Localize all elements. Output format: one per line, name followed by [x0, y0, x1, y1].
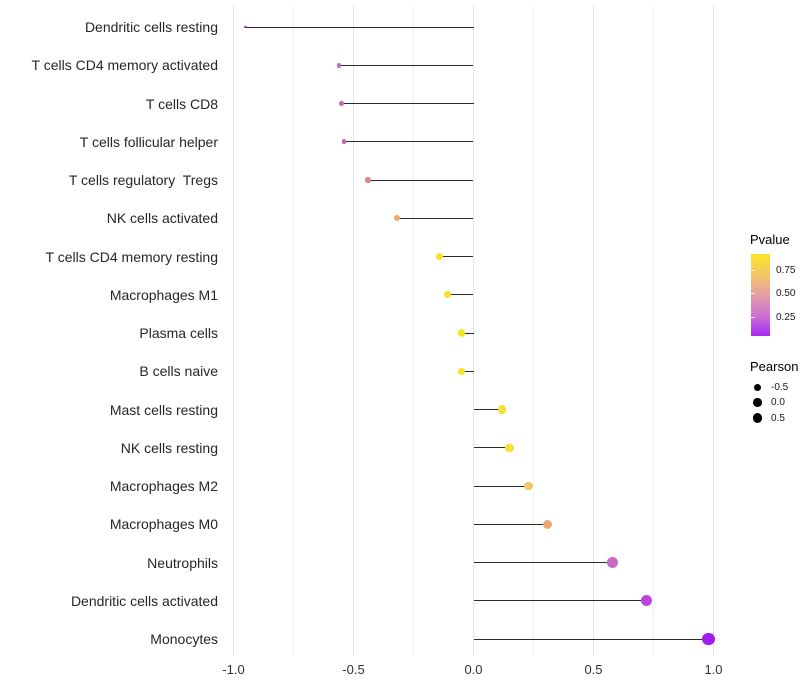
- x-axis-tick-label: 1.0: [704, 662, 723, 677]
- lollipop-dot: [505, 443, 514, 452]
- lollipop-stem: [473, 447, 510, 449]
- lollipop-dot: [365, 177, 371, 183]
- lollipop-stem: [396, 217, 474, 219]
- lollipop-dot: [524, 481, 534, 491]
- y-axis-label: Dendritic cells activated: [70, 592, 218, 609]
- lollipop-stem: [461, 332, 474, 334]
- lollipop-dot: [244, 25, 247, 29]
- lollipop-stem: [447, 294, 474, 296]
- y-axis-label: T cells follicular helper: [79, 133, 218, 150]
- lollipop-stem: [343, 141, 474, 143]
- lollipop-dot: [702, 632, 716, 646]
- lollipop-dot: [607, 557, 618, 568]
- y-axis-label: Plasma cells: [139, 325, 218, 341]
- lollipop-dot: [339, 101, 344, 106]
- lollipop-stem: [473, 523, 548, 525]
- lollipop-dot: [393, 215, 400, 222]
- colorbar-tick: [751, 293, 755, 295]
- colorbar-tick-label: 0.75: [776, 264, 796, 276]
- y-axis-label: Macrophages M2: [109, 478, 218, 494]
- lollipop-stem: [339, 64, 474, 66]
- lollipop-stem: [473, 485, 529, 487]
- size-legend-dot: [752, 413, 763, 423]
- lollipop-dot: [436, 253, 444, 260]
- x-major-gridline: [713, 6, 714, 656]
- y-axis-label: NK cells resting: [120, 439, 218, 456]
- y-axis-label: T cells CD4 memory activated: [31, 57, 218, 74]
- size-legend-label: 0.0: [771, 397, 785, 408]
- colorbar-tick: [751, 269, 755, 271]
- lollipop-stem: [439, 256, 474, 257]
- lollipop-stem: [341, 103, 474, 104]
- x-axis-tick-label: 0.5: [584, 662, 603, 677]
- x-axis-tick-label: -1.0: [222, 662, 245, 677]
- x-axis-tick-label: -0.5: [342, 662, 365, 677]
- y-axis-label: Neutrophils: [147, 554, 218, 571]
- y-axis-label: Dendritic cells resting: [84, 19, 218, 35]
- lollipop-dot: [336, 62, 342, 68]
- size-legend-dot: [754, 383, 761, 391]
- colorbar-tick: [751, 316, 755, 318]
- x-major-gridline: [473, 6, 474, 656]
- y-axis-label: T cells regulatory Tregs: [68, 172, 218, 188]
- size-legend-label: -0.5: [771, 381, 789, 393]
- pearson-legend-title: Pearson: [750, 359, 799, 374]
- x-minor-gridline: [413, 6, 414, 656]
- y-axis-label: NK cells activated: [106, 210, 218, 227]
- lollipop-stem: [473, 409, 503, 410]
- x-major-gridline: [233, 6, 234, 656]
- lollipop-dot: [543, 519, 553, 529]
- lollipop-dot: [640, 595, 652, 607]
- lollipop-dot: [457, 367, 466, 375]
- size-legend-dot: [753, 398, 762, 407]
- colorbar-tick-label: 0.50: [776, 288, 796, 300]
- x-minor-gridline: [533, 6, 534, 656]
- lollipop-dot: [341, 139, 347, 145]
- y-axis-label: Monocytes: [150, 631, 218, 647]
- pvalue-colorbar: [751, 254, 770, 336]
- colorbar-tick-label: 0.25: [776, 311, 796, 323]
- y-axis-label: T cells CD4 memory resting: [45, 248, 218, 265]
- lollipop-stem: [473, 638, 709, 640]
- x-minor-gridline: [293, 6, 294, 656]
- pvalue-legend-title: Pvalue: [750, 232, 790, 247]
- lollipop-stem: [461, 370, 474, 372]
- lollipop-dot: [457, 329, 466, 337]
- size-legend-label: 0.5: [771, 412, 785, 424]
- lollipop-stem: [473, 562, 613, 563]
- lollipop-stem: [473, 600, 647, 602]
- lollipop-dot: [498, 405, 507, 414]
- y-axis-label: Macrophages M1: [109, 286, 218, 303]
- x-axis-tick-label: 0.0: [464, 662, 483, 677]
- y-axis-label: Macrophages M0: [109, 516, 218, 533]
- x-major-gridline: [593, 6, 594, 656]
- lollipop-stem: [367, 179, 474, 181]
- y-axis-label: Mast cells resting: [109, 401, 218, 418]
- lollipop-stem: [245, 26, 474, 28]
- lollipop-dot: [443, 291, 451, 299]
- x-minor-gridline: [653, 6, 654, 656]
- y-axis-label: T cells CD8: [145, 95, 218, 112]
- x-major-gridline: [353, 6, 354, 656]
- y-axis-label: B cells naive: [139, 363, 218, 380]
